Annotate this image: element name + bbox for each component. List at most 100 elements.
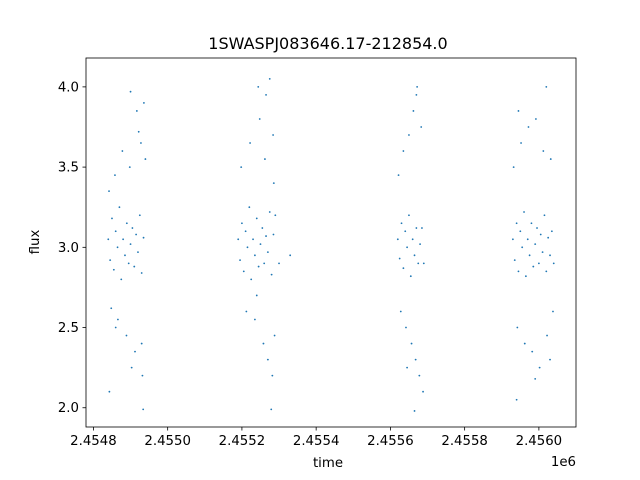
data-point (116, 246, 119, 249)
data-point (242, 270, 245, 273)
data-point (141, 374, 144, 377)
data-point (406, 246, 408, 249)
data-point (114, 174, 116, 177)
data-point (124, 254, 126, 257)
data-point (140, 272, 143, 274)
data-point (140, 142, 142, 144)
data-point (240, 166, 243, 169)
data-point (114, 326, 117, 329)
data-point (121, 150, 124, 152)
data-point (237, 238, 240, 241)
data-point (542, 150, 545, 152)
data-point (272, 182, 275, 185)
data-point (142, 236, 145, 239)
data-point (408, 214, 410, 217)
data-point (538, 366, 541, 369)
data-point (527, 126, 530, 128)
data-point (409, 275, 412, 278)
x-tick-label: 2.4548 (70, 434, 117, 449)
data-point (406, 366, 408, 369)
data-point (265, 94, 267, 96)
data-point (517, 110, 520, 112)
data-point (422, 262, 425, 265)
data-point (144, 158, 147, 160)
data-point (539, 233, 542, 236)
data-point (261, 227, 264, 229)
data-point (265, 235, 267, 237)
data-point (402, 150, 405, 152)
data-point (125, 334, 128, 337)
data-point (107, 238, 110, 241)
y-axis-label: flux (28, 230, 43, 255)
x-tick-label: 2.4556 (367, 434, 414, 449)
data-point (411, 238, 414, 241)
data-point (278, 262, 280, 265)
plot-frame (85, 57, 577, 428)
data-point (131, 227, 134, 229)
data-point (531, 350, 534, 353)
data-point (413, 254, 416, 257)
data-point (549, 358, 551, 361)
data-point (414, 358, 417, 361)
data-point (535, 118, 537, 120)
data-point (268, 211, 271, 213)
data-point (241, 222, 243, 225)
data-point (511, 238, 514, 241)
data-point (512, 166, 515, 169)
chart-title: 1SWASPJ083646.17-212854.0 (208, 34, 447, 53)
data-point (108, 390, 111, 393)
data-point (134, 350, 136, 353)
data-point (534, 377, 537, 380)
data-point (262, 342, 265, 345)
data-point (257, 85, 260, 88)
data-point (135, 233, 138, 236)
data-point (114, 230, 117, 233)
x-axis-label: time (313, 456, 343, 471)
data-point (127, 262, 130, 265)
data-point (257, 265, 260, 268)
data-point (125, 222, 128, 225)
data-point (415, 94, 418, 96)
data-point (543, 214, 546, 217)
data-point (272, 134, 274, 136)
x-tick-label: 2.4558 (441, 434, 488, 449)
data-point (398, 257, 401, 260)
data-point (259, 243, 262, 246)
data-point (133, 265, 136, 268)
data-point (270, 273, 273, 276)
data-point (142, 408, 145, 411)
data-point (255, 294, 258, 297)
data-point (404, 230, 407, 233)
data-point (420, 126, 423, 128)
data-point (416, 85, 419, 88)
data-point (549, 254, 551, 257)
data-point (547, 236, 550, 239)
data-point (552, 310, 554, 313)
data-point (264, 158, 266, 160)
data-point (550, 230, 553, 233)
data-point (412, 110, 415, 112)
data-point (266, 251, 269, 254)
data-point (545, 270, 548, 273)
data-point (413, 410, 416, 412)
data-point (513, 259, 516, 262)
data-point (418, 374, 421, 377)
data-point (530, 222, 533, 225)
data-point (421, 227, 423, 229)
data-point (122, 238, 125, 241)
data-point (519, 230, 522, 233)
data-point (399, 310, 402, 313)
data-point (532, 265, 535, 268)
data-point (402, 267, 405, 270)
data-point (534, 243, 537, 246)
data-point (263, 262, 266, 265)
data-point (118, 206, 121, 209)
data-point (516, 326, 519, 329)
data-point (273, 334, 276, 337)
data-point (268, 77, 271, 80)
data-point (117, 318, 119, 321)
data-point (515, 398, 518, 401)
data-point (541, 251, 544, 254)
